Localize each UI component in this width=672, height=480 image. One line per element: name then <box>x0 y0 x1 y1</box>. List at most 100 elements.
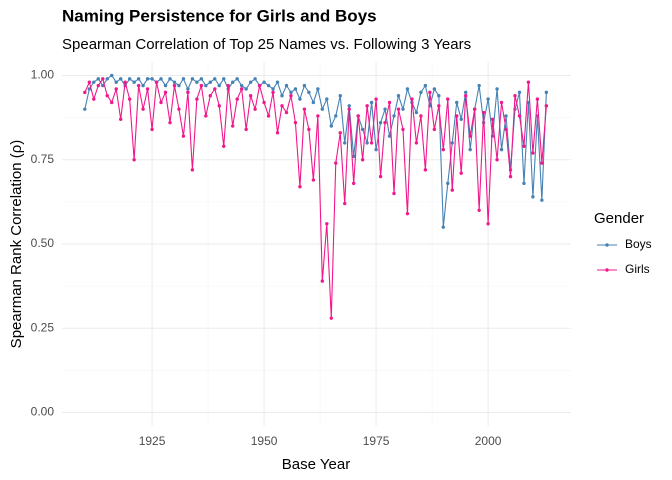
data-point <box>450 188 454 192</box>
data-point <box>226 83 230 88</box>
data-point <box>334 161 338 165</box>
data-point <box>544 104 549 108</box>
data-point <box>387 100 392 105</box>
data-point <box>231 80 235 84</box>
data-point <box>464 94 468 98</box>
data-point <box>195 80 199 84</box>
data-point <box>105 94 109 98</box>
data-point <box>526 80 531 84</box>
data-point <box>110 100 114 105</box>
data-point <box>316 114 320 118</box>
data-point <box>320 279 325 283</box>
data-point <box>217 83 221 88</box>
data-point <box>275 80 280 84</box>
x-tick-label: 2000 <box>475 434 502 448</box>
data-point <box>114 80 118 84</box>
data-point <box>280 104 284 108</box>
data-point <box>307 90 311 95</box>
data-point <box>145 87 150 91</box>
data-point <box>316 87 320 91</box>
data-point <box>181 77 186 81</box>
data-point <box>513 94 517 98</box>
data-point <box>387 134 392 138</box>
data-point <box>262 80 266 84</box>
data-point <box>190 168 195 172</box>
data-point <box>266 83 271 88</box>
data-point <box>181 134 186 138</box>
data-point <box>320 107 325 111</box>
data-point <box>477 208 481 212</box>
data-point <box>275 131 280 135</box>
data-point <box>190 77 195 81</box>
data-point <box>517 90 522 95</box>
data-point <box>262 100 266 105</box>
legend-title: Gender <box>594 210 644 227</box>
data-point <box>217 104 221 108</box>
data-point <box>293 120 298 125</box>
data-point <box>517 114 522 118</box>
y-tick-label: 1.00 <box>31 68 55 82</box>
x-tick-label: 1975 <box>363 434 390 448</box>
data-point <box>508 174 513 179</box>
data-point <box>495 87 499 91</box>
data-point <box>239 87 244 91</box>
data-point <box>540 161 544 165</box>
data-point <box>419 90 423 95</box>
data-point <box>495 158 499 162</box>
data-point <box>360 158 365 162</box>
data-point <box>338 94 342 98</box>
data-point <box>244 87 248 91</box>
data-point <box>222 144 226 148</box>
legend-key-point <box>605 243 609 247</box>
legend-label: Boys <box>625 237 652 251</box>
data-point <box>383 107 387 111</box>
data-point <box>419 114 423 118</box>
data-point <box>257 83 262 88</box>
data-point <box>177 83 181 88</box>
data-point <box>343 141 347 145</box>
data-point <box>432 87 437 91</box>
data-point <box>204 83 208 88</box>
data-point <box>338 131 342 135</box>
data-point <box>204 114 208 118</box>
data-point <box>118 117 123 121</box>
data-point <box>504 127 508 132</box>
data-point <box>127 77 132 81</box>
data-point <box>369 100 374 105</box>
data-point <box>405 87 410 91</box>
data-point <box>271 87 275 91</box>
data-point <box>271 90 275 95</box>
data-point <box>289 90 293 95</box>
data-point <box>235 77 239 81</box>
data-point <box>92 97 96 101</box>
data-point <box>293 87 298 91</box>
data-point <box>96 77 100 81</box>
data-point <box>239 83 244 88</box>
data-point <box>154 80 159 84</box>
data-point <box>437 104 441 108</box>
y-axis-title: Spearman Rank Correlation (ρ) <box>8 140 25 349</box>
data-point <box>253 107 257 111</box>
data-point <box>329 124 333 128</box>
y-tick-label: 0.25 <box>31 320 55 334</box>
data-point <box>105 77 109 81</box>
y-tick-label: 0.00 <box>31 405 55 419</box>
data-point <box>446 97 450 101</box>
chart-title: Naming Persistence for Girls and Boys <box>62 6 377 25</box>
data-point <box>101 77 105 81</box>
data-point <box>477 83 481 88</box>
data-point <box>311 178 316 182</box>
legend-label: Girls <box>625 262 650 276</box>
data-point <box>356 114 360 118</box>
data-point <box>83 90 87 95</box>
data-point <box>401 127 405 132</box>
data-point <box>163 83 168 88</box>
data-point <box>455 114 459 118</box>
data-point <box>351 154 356 159</box>
data-point <box>499 100 504 105</box>
data-point <box>423 168 428 172</box>
data-point <box>544 90 549 95</box>
data-point <box>186 90 190 95</box>
data-point <box>136 77 141 81</box>
data-point <box>504 114 508 118</box>
